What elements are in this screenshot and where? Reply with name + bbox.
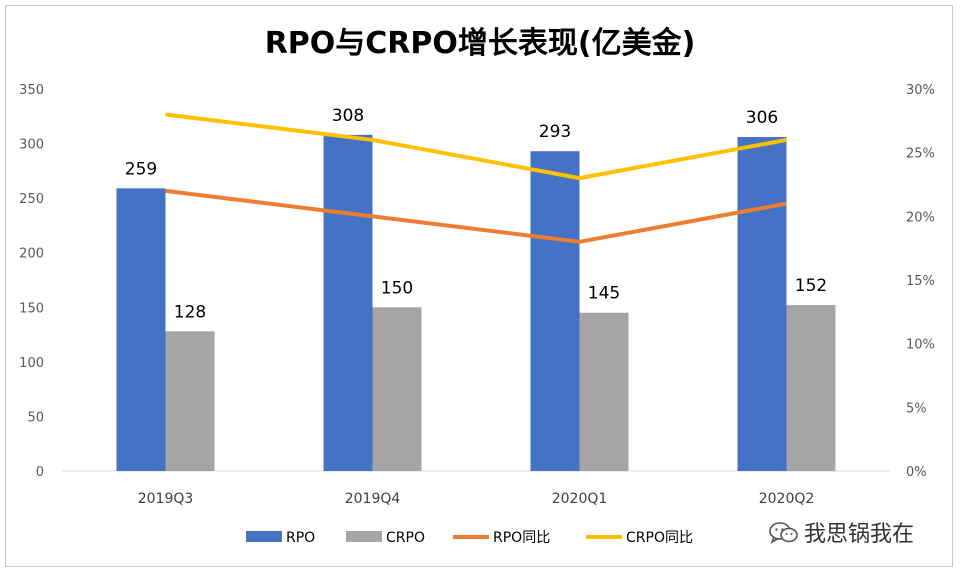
right-tick-label: 15%	[906, 274, 935, 289]
category-label: 2019Q3	[138, 491, 194, 507]
legend-label: RPO同比	[493, 530, 550, 546]
right-tick-label: 20%	[906, 210, 935, 225]
chart-title: RPO与CRPO增长表现(亿美金)	[265, 26, 696, 61]
line-series	[165, 112, 787, 244]
category-label: 2019Q4	[345, 491, 401, 507]
legend-label: CRPO	[386, 530, 425, 546]
right-tick-label: 10%	[906, 338, 935, 353]
left-tick-label: 350	[19, 83, 44, 98]
legend: RPO CRPO RPO同比 CRPO同比	[246, 530, 693, 546]
line-CRPO同比	[165, 112, 787, 181]
bar-rpo	[323, 134, 373, 471]
data-label: 128	[174, 302, 206, 322]
legend-item: RPO	[246, 530, 315, 546]
right-tick-label: 25%	[906, 147, 935, 162]
legend-label: RPO	[286, 530, 315, 546]
bar-crpo	[579, 312, 629, 471]
legend-swatch	[246, 531, 282, 542]
left-y-axis: 0 50 100 150 200 250 300 350	[19, 83, 44, 480]
right-y-axis: 0% 5% 10% 15% 20% 25% 30%	[906, 83, 935, 480]
data-label: 145	[588, 284, 620, 304]
data-label: 308	[332, 106, 364, 126]
category-label: 2020Q2	[759, 491, 815, 507]
bar-rpo	[530, 151, 580, 471]
left-tick-label: 150	[19, 301, 44, 316]
wechat-icon	[769, 522, 798, 544]
bar-crpo	[786, 305, 836, 471]
legend-item: RPO同比	[453, 530, 550, 546]
legend-swatch	[346, 531, 382, 542]
bar-crpo	[165, 331, 215, 471]
right-tick-label: 30%	[906, 83, 935, 98]
data-label: 293	[539, 122, 571, 142]
category-label: 2020Q1	[552, 491, 608, 507]
data-labels: 259 308 293 306 128 150 145 152	[125, 106, 827, 322]
bar-crpo	[372, 307, 422, 471]
left-tick-label: 200	[19, 247, 44, 262]
right-tick-label: 5%	[906, 401, 927, 416]
category-labels: 2019Q3 2019Q4 2020Q1 2020Q2	[138, 491, 815, 507]
left-tick-label: 300	[19, 138, 44, 153]
line-RPO同比	[165, 188, 787, 244]
legend-item: CRPO	[346, 530, 425, 546]
left-tick-label: 250	[19, 192, 44, 207]
left-tick-label: 50	[27, 410, 44, 425]
legend-item: CRPO同比	[586, 530, 693, 546]
bar-rpo	[116, 188, 166, 471]
left-tick-label: 100	[19, 356, 44, 371]
data-label: 259	[125, 159, 157, 179]
data-label: 152	[795, 276, 827, 296]
bar-series	[116, 134, 836, 471]
left-tick-label: 0	[36, 465, 44, 480]
watermark-text: 我思锅我在	[804, 522, 915, 547]
bar-rpo	[737, 137, 787, 471]
data-label: 150	[381, 278, 413, 298]
right-tick-label: 0%	[906, 465, 927, 480]
watermark: 我思锅我在	[768, 516, 914, 548]
legend-label: CRPO同比	[626, 530, 693, 546]
data-label: 306	[746, 108, 778, 128]
